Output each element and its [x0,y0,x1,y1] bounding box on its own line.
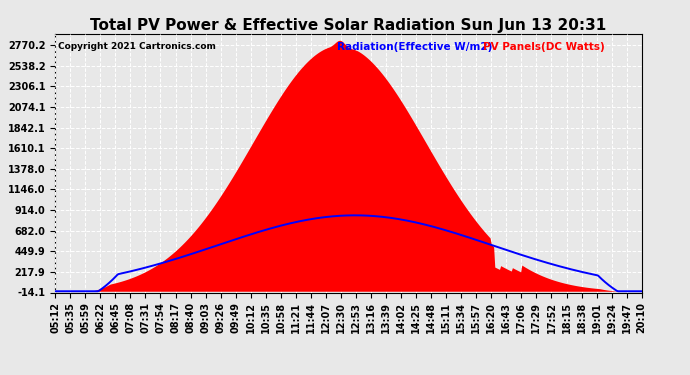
Text: PV Panels(DC Watts): PV Panels(DC Watts) [483,42,605,51]
Text: Copyright 2021 Cartronics.com: Copyright 2021 Cartronics.com [58,42,216,51]
Title: Total PV Power & Effective Solar Radiation Sun Jun 13 20:31: Total PV Power & Effective Solar Radiati… [90,18,607,33]
Text: Radiation(Effective W/m2): Radiation(Effective W/m2) [337,42,492,51]
